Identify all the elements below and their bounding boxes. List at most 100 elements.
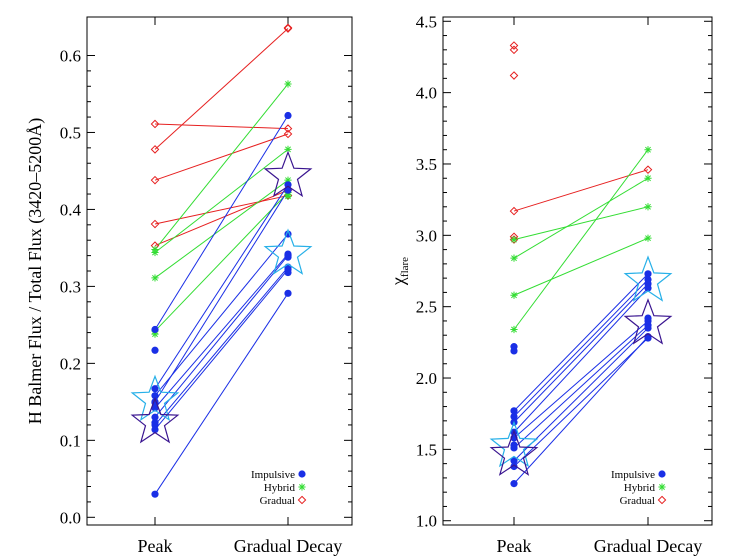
impulsive-pair-line xyxy=(513,279,649,417)
y-tick-label: 0.4 xyxy=(60,200,82,219)
impulsive-point xyxy=(284,289,292,297)
y-tick-label: 2.0 xyxy=(416,369,437,388)
gradual-point xyxy=(283,24,293,33)
hybrid-pair-line xyxy=(154,148,289,253)
gradual-point xyxy=(509,41,519,50)
gradual-pair-line xyxy=(154,189,289,247)
gradual-point xyxy=(509,235,519,244)
impulsive-pair-line xyxy=(154,184,289,390)
impulsive-point xyxy=(644,270,652,278)
impulsive-pair-line xyxy=(154,253,289,409)
hybrid-point xyxy=(510,254,518,262)
gradual-point xyxy=(509,206,519,216)
impulsive-point xyxy=(284,111,292,120)
hybrid-pair-line xyxy=(513,206,649,241)
hybrid-point xyxy=(298,483,306,491)
impulsive-point xyxy=(151,392,159,400)
hybrid-point xyxy=(510,291,518,299)
plot-frame xyxy=(442,16,713,526)
y-tick-label: 0.2 xyxy=(60,354,81,373)
impulsive-pair-line xyxy=(513,336,649,484)
impulsive-point xyxy=(151,385,159,393)
impulsive-pair-line xyxy=(513,283,649,423)
star-mean-dark-decay xyxy=(263,150,313,198)
star-mean-dark-decay xyxy=(623,298,673,345)
impulsive-point xyxy=(151,404,159,412)
hybrid-point xyxy=(644,174,652,182)
impulsive-pair-line xyxy=(154,115,289,330)
impulsive-point xyxy=(151,346,159,354)
gradual-point xyxy=(150,119,160,129)
gradual-point xyxy=(657,495,667,505)
gradual-pair-line xyxy=(154,195,289,225)
star-mean-light-decay xyxy=(623,255,673,302)
impulsive-point xyxy=(510,462,518,471)
y-tick-label: 1.0 xyxy=(416,512,437,531)
star-mean-light-peak xyxy=(489,420,539,468)
legend-label-gradual: Gradual xyxy=(260,495,295,507)
gradual-pair-line xyxy=(154,28,289,150)
impulsive-point xyxy=(644,284,652,292)
gradual-point xyxy=(150,219,160,229)
gradual-pair-line xyxy=(154,123,289,130)
y-tick-label: 0.5 xyxy=(60,123,81,142)
legend-label-impulsive: Impulsive xyxy=(251,469,295,481)
y-tick-label: 0.1 xyxy=(60,431,81,450)
gradual-point xyxy=(283,124,293,133)
impulsive-point xyxy=(151,425,159,434)
hybrid-point xyxy=(658,483,666,491)
impulsive-pair-line xyxy=(154,189,289,403)
star-mean-dark-peak xyxy=(489,429,539,476)
impulsive-point xyxy=(510,480,518,488)
hybrid-point xyxy=(284,145,292,153)
hybrid-pair-line xyxy=(513,177,649,259)
impulsive-pair-line xyxy=(154,293,289,495)
impulsive-point xyxy=(284,268,292,277)
star-mean-dark-peak xyxy=(130,396,180,444)
hybrid-point xyxy=(644,203,652,211)
impulsive-point xyxy=(644,314,652,322)
legend-label-hybrid: Hybrid xyxy=(624,482,656,494)
panel-balmer-ratio: 0.0 0.1 0.2 0.3 0.4 0.5 0.6 Peak Gradual Decay H … xyxy=(25,16,353,556)
y-tick-label: 0.6 xyxy=(60,46,81,65)
hybrid-pair-line xyxy=(513,149,649,330)
impulsive-pair-line xyxy=(154,269,289,430)
hybrid-point xyxy=(151,274,159,282)
plot-frame xyxy=(86,16,353,526)
y-tick-label: 0.3 xyxy=(60,277,81,296)
impulsive-pair-line xyxy=(513,273,649,412)
hybrid-pair-line xyxy=(154,179,289,279)
star-mean-light-decay xyxy=(263,228,313,275)
y-axis-label: χflare xyxy=(388,257,411,286)
impulsive-pair-line xyxy=(513,324,649,449)
y-tick-label: 3.5 xyxy=(416,155,437,174)
gradual-point xyxy=(643,165,653,174)
y-tick-label: 4.5 xyxy=(416,12,437,31)
hybrid-pair-line xyxy=(513,237,649,296)
hybrid-point xyxy=(151,330,159,338)
gradual-pair-line xyxy=(513,169,649,212)
impulsive-point xyxy=(151,325,159,334)
impulsive-point xyxy=(510,407,518,415)
gradual-point xyxy=(509,71,519,80)
panel-chi-flare: 1.0 1.5 2.0 2.5 3.0 3.5 4.0 4.5 Peak Gradual Deca… xyxy=(388,12,713,556)
hybrid-point xyxy=(284,176,292,184)
impulsive-pair-line xyxy=(513,337,649,467)
legend-label-impulsive: Impulsive xyxy=(611,469,655,481)
impulsive-point xyxy=(284,253,292,261)
gradual-point xyxy=(283,129,293,139)
impulsive-point xyxy=(644,324,652,332)
gradual-point xyxy=(509,45,519,55)
hybrid-point xyxy=(151,248,159,257)
gradual-pair-line xyxy=(154,133,289,181)
y-tick-label: 0.0 xyxy=(60,508,81,527)
hybrid-point xyxy=(284,191,292,199)
star-mean-light-peak xyxy=(130,374,180,422)
impulsive-point xyxy=(298,470,306,478)
y-tick-label: 4.0 xyxy=(416,84,437,103)
impulsive-point xyxy=(510,441,518,449)
hybrid-point xyxy=(284,80,292,88)
y-tick-label: 1.5 xyxy=(416,440,437,459)
